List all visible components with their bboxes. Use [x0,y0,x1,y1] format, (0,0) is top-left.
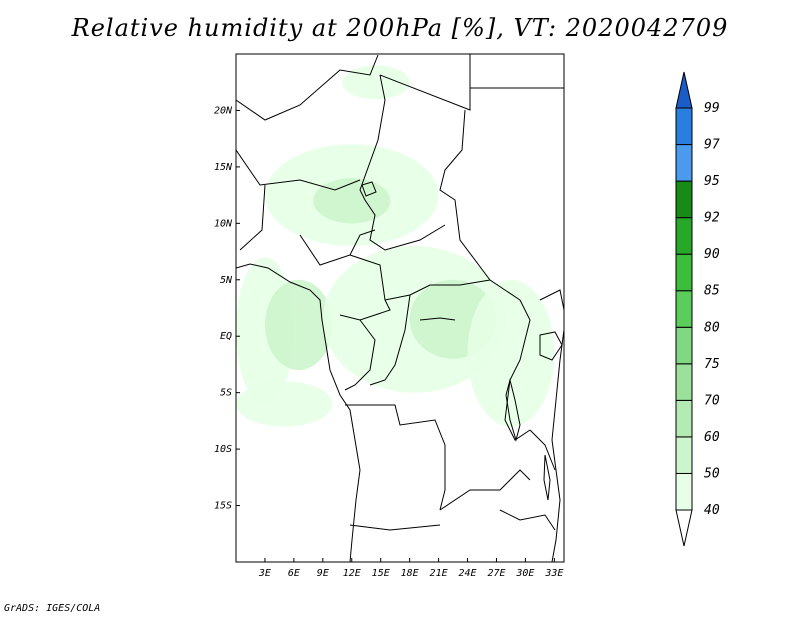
x-tick-label: 6E [288,568,300,579]
humidity-field-layer [236,65,555,427]
border-mozambique [499,509,556,531]
x-tick-label: 18E [401,568,419,579]
x-tick-label: 21E [430,568,448,579]
x-tick-label: 9E [317,568,329,579]
y-tick-label: EQ [220,331,232,342]
colorbar-label: 50 [704,466,720,481]
lake-victoria [539,331,563,361]
colorbar-box-85 [675,253,693,292]
colorbar-box-75 [675,326,693,365]
colorbar-label: 85 [704,284,720,299]
colorbar-box-50 [675,436,693,474]
colorbar-box-90 [675,217,693,255]
humidity-region-1 [264,279,333,371]
country-borders [236,54,564,562]
border-congo [344,319,376,391]
border-sahel-2 [239,184,266,251]
border-zambia [439,469,531,511]
border-north-1 [236,54,379,121]
river-congo [419,317,456,321]
border-kenya [539,289,564,311]
colorbar-label: 99 [704,101,720,116]
coastline-west-africa [236,263,361,562]
colorbar-label: 90 [704,247,720,262]
map-frame [235,53,565,563]
colorbar-label: 95 [704,174,720,189]
border-north-2 [359,74,446,251]
border-chad-sudan [439,109,521,301]
y-tick-label: 15N [214,162,233,173]
x-tick-label: 30E [515,568,534,579]
lake-tanganyika [505,378,521,442]
colorbar-label: 60 [704,430,720,445]
colorbar-label: 70 [704,393,720,408]
grads-credit: GrADS: IGES/COLA [4,603,101,614]
border-angola-south [349,524,441,531]
y-axis-ticks: 20N 15N 10N 5N EQ 5S 10S 15S [214,105,240,512]
colorbar-box-80 [675,290,693,328]
y-tick-label: 10N [214,218,233,229]
x-tick-label: 24E [458,568,476,579]
border-drc-angola [345,404,446,511]
colorbar-box-95 [675,144,693,182]
colorbar-label: 80 [704,320,720,335]
colorbar-box-70 [675,363,693,401]
coastline-east-africa [551,329,564,562]
x-tick-label: 27E [487,568,505,579]
colorbar: 40 50 60 70 75 80 85 90 92 95 97 99 [675,71,720,547]
map-title: Relative humidity at 200hPa [%], VT: 202… [71,14,729,42]
lake-malawi [543,454,551,501]
border-cameroon [339,254,391,321]
colorbar-high-arrow [675,71,693,109]
colorbar-label: 40 [704,503,720,518]
colorbar-box-92 [675,180,693,219]
colorbar-box-97 [675,107,693,146]
colorbar-label: 97 [704,138,720,153]
x-axis-ticks: 3E 6E 9E 12E 15E 18E 21E 24E 27E 30E 33E [258,558,563,579]
border-sahel-1 [236,149,361,191]
y-tick-label: 15S [214,501,232,512]
humidity-region-8 [236,381,333,427]
x-tick-label: 12E [343,568,361,579]
border-north-3 [379,54,471,111]
border-drc-west [369,294,411,386]
humidity-region-6 [467,279,555,427]
colorbar-box-60 [675,399,693,438]
colorbar-label: 75 [704,357,720,372]
x-tick-label: 3E [258,568,271,579]
lake-chad [361,181,377,197]
border-tanzania [529,429,556,471]
humidity-region-3 [313,178,391,224]
y-tick-label: 20N [214,105,233,116]
y-tick-label: 10S [214,444,232,455]
border-car [384,279,491,301]
colorbar-box-40 [675,472,693,511]
y-tick-label: 5N [220,275,233,286]
humidity-region-7 [342,65,410,100]
colorbar-low-arrow [675,509,693,547]
colorbar-label: 92 [704,211,720,226]
y-tick-label: 5S [220,388,232,399]
x-tick-label: 15E [372,568,390,579]
x-tick-label: 33E [544,568,563,579]
